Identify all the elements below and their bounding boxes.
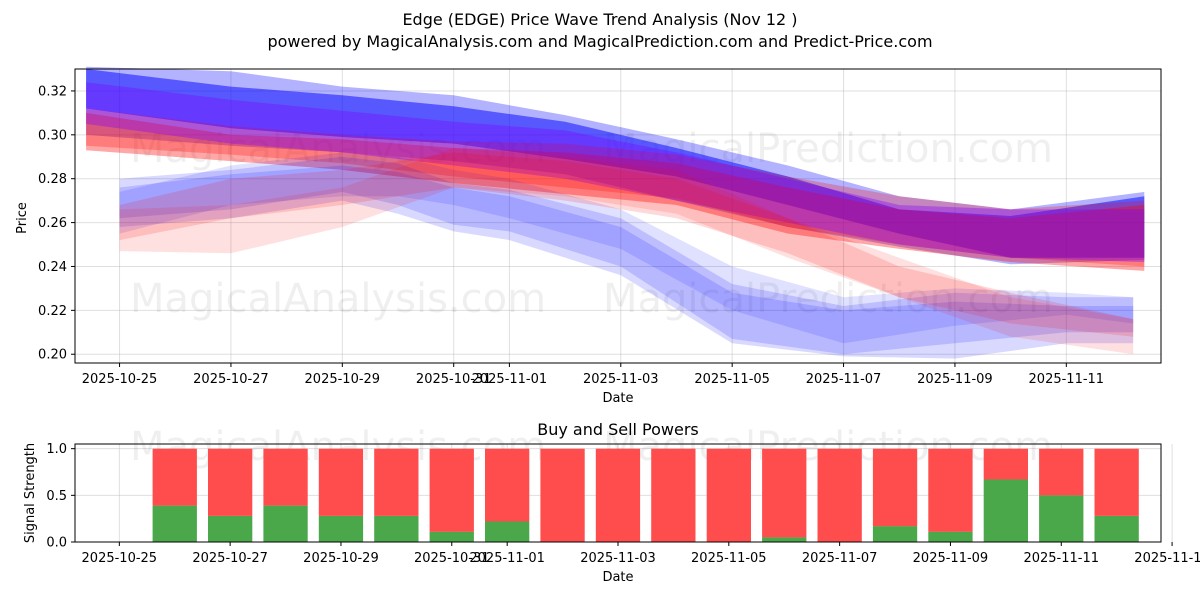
signal-bars [152, 448, 1139, 542]
price-x-tick-label: 2025-11-01 [472, 372, 548, 387]
price-band-purple-upper-1 [86, 82, 1145, 263]
price-x-axis-label: Date [602, 391, 633, 406]
price-y-axis-label: Price [15, 202, 30, 234]
price-band-blue-upper-1 [86, 69, 1145, 258]
buy-bar [208, 515, 253, 542]
buy-bar [152, 505, 197, 542]
signal-x-tick-label: 2025-11-13 [1134, 551, 1200, 566]
price-band-blue-lower-3 [119, 152, 1134, 344]
sell-bar [318, 448, 364, 516]
signal-y-tick-label: 0.0 [46, 536, 67, 551]
buy-bar [374, 515, 419, 542]
price-band-blue-lower-2 [119, 165, 1134, 359]
price-y-tick-label: 0.26 [38, 216, 67, 231]
sell-bar [429, 448, 474, 532]
buy-bar [485, 521, 530, 542]
signal-x-axis-label: Date [602, 570, 633, 585]
price-x-tick-label: 2025-11-05 [694, 372, 770, 387]
chart-title: Edge (EDGE) Price Wave Trend Analysis (N… [402, 10, 797, 29]
price-x-tick-label: 2025-10-29 [305, 372, 381, 387]
sell-bar [208, 448, 253, 516]
sell-bar [651, 448, 696, 542]
signal-y-axis-label: Signal Strength [23, 443, 38, 543]
sell-bar [872, 448, 918, 527]
price-y-tick-label: 0.22 [38, 304, 67, 319]
signal-y-tick-label: 1.0 [46, 442, 67, 457]
price-wave-plot: MagicalAnalysis.com MagicalPrediction.co… [15, 66, 1162, 406]
signal-x-tick-label: 2025-11-09 [913, 551, 989, 566]
sell-bar [152, 448, 197, 506]
price-y-ticks: 0.20 0.22 0.24 0.26 0.28 0.30 0.32 [38, 84, 75, 363]
price-y-tick-label: 0.20 [38, 348, 67, 363]
buy-bar [762, 537, 807, 542]
price-y-tick-label: 0.32 [38, 84, 67, 99]
signal-title: Buy and Sell Powers [537, 420, 699, 439]
buy-bar [1039, 495, 1084, 542]
price-y-tick-label: 0.28 [38, 172, 67, 187]
buy-bar [872, 526, 918, 542]
signal-x-tick-label: 2025-10-31 [414, 551, 490, 566]
price-plot-frame [74, 68, 1162, 364]
price-x-ticks: 2025-10-25 2025-10-27 2025-10-29 2025-10-31… [82, 363, 1104, 387]
price-x-tick-label: 2025-10-27 [193, 372, 269, 387]
price-y-tick-label: 0.30 [38, 128, 67, 143]
signal-plot: Buy and Sell Powers MagicalAnalysis.com … [23, 420, 1200, 585]
buy-bar [263, 505, 308, 542]
sell-bar [1039, 448, 1084, 496]
buy-bar [318, 515, 364, 542]
buy-bar [983, 479, 1028, 542]
watermark: MagicalAnalysis.com [130, 276, 546, 322]
signal-x-tick-label: 2025-10-25 [82, 551, 158, 566]
price-x-tick-label: 2025-11-07 [806, 372, 882, 387]
signal-x-tick-label: 2025-10-29 [303, 551, 379, 566]
sell-bar [595, 448, 641, 542]
price-band-red-lower-2 [119, 152, 1134, 337]
price-x-tick-label: 2025-11-03 [583, 372, 659, 387]
signal-x-tick-label: 2025-10-27 [192, 551, 268, 566]
signal-y-ticks: 0.0 0.5 1.0 [46, 442, 75, 551]
sell-bar [540, 448, 585, 542]
signal-x-tick-label: 2025-11-11 [1023, 551, 1099, 566]
price-band-blue-upper-2 [86, 66, 1145, 265]
price-x-tick-label: 2025-11-09 [917, 372, 993, 387]
price-x-tick-label: 2025-10-31 [416, 372, 492, 387]
price-band-red-upper-1 [86, 112, 1145, 271]
signal-x-tick-label: 2025-11-03 [580, 551, 656, 566]
signal-x-ticks: 2025-10-25 2025-10-27 2025-10-29 2025-10-31… [82, 542, 1200, 566]
sell-bar [983, 448, 1028, 480]
sell-bar [817, 448, 862, 542]
price-y-tick-label: 0.24 [38, 260, 67, 275]
buy-bar [1094, 515, 1139, 542]
price-band-red-lower-1 [119, 148, 1134, 355]
sell-bar [263, 448, 308, 506]
sell-bar [762, 448, 807, 538]
price-x-tick-label: 2025-11-11 [1029, 372, 1105, 387]
buy-bar [928, 531, 973, 542]
buy-bar [429, 531, 474, 542]
chart-subtitle: powered by MagicalAnalysis.com and Magic… [267, 32, 932, 51]
signal-x-tick-label: 2025-11-05 [691, 551, 767, 566]
sell-bar [1094, 448, 1139, 516]
sell-bar [374, 448, 419, 516]
sell-bar [706, 448, 751, 542]
price-bands [86, 66, 1145, 359]
signal-x-tick-label: 2025-11-01 [469, 551, 545, 566]
sell-bar [485, 448, 530, 522]
price-band-red-upper-2 [86, 108, 1145, 267]
price-band-blue-lower-1 [119, 156, 1134, 355]
sell-bar [928, 448, 973, 532]
watermark: MagicalPrediction.com [603, 276, 1053, 322]
price-x-tick-label: 2025-10-25 [82, 372, 158, 387]
signal-x-tick-label: 2025-11-07 [802, 551, 878, 566]
signal-y-tick-label: 0.5 [46, 489, 67, 504]
